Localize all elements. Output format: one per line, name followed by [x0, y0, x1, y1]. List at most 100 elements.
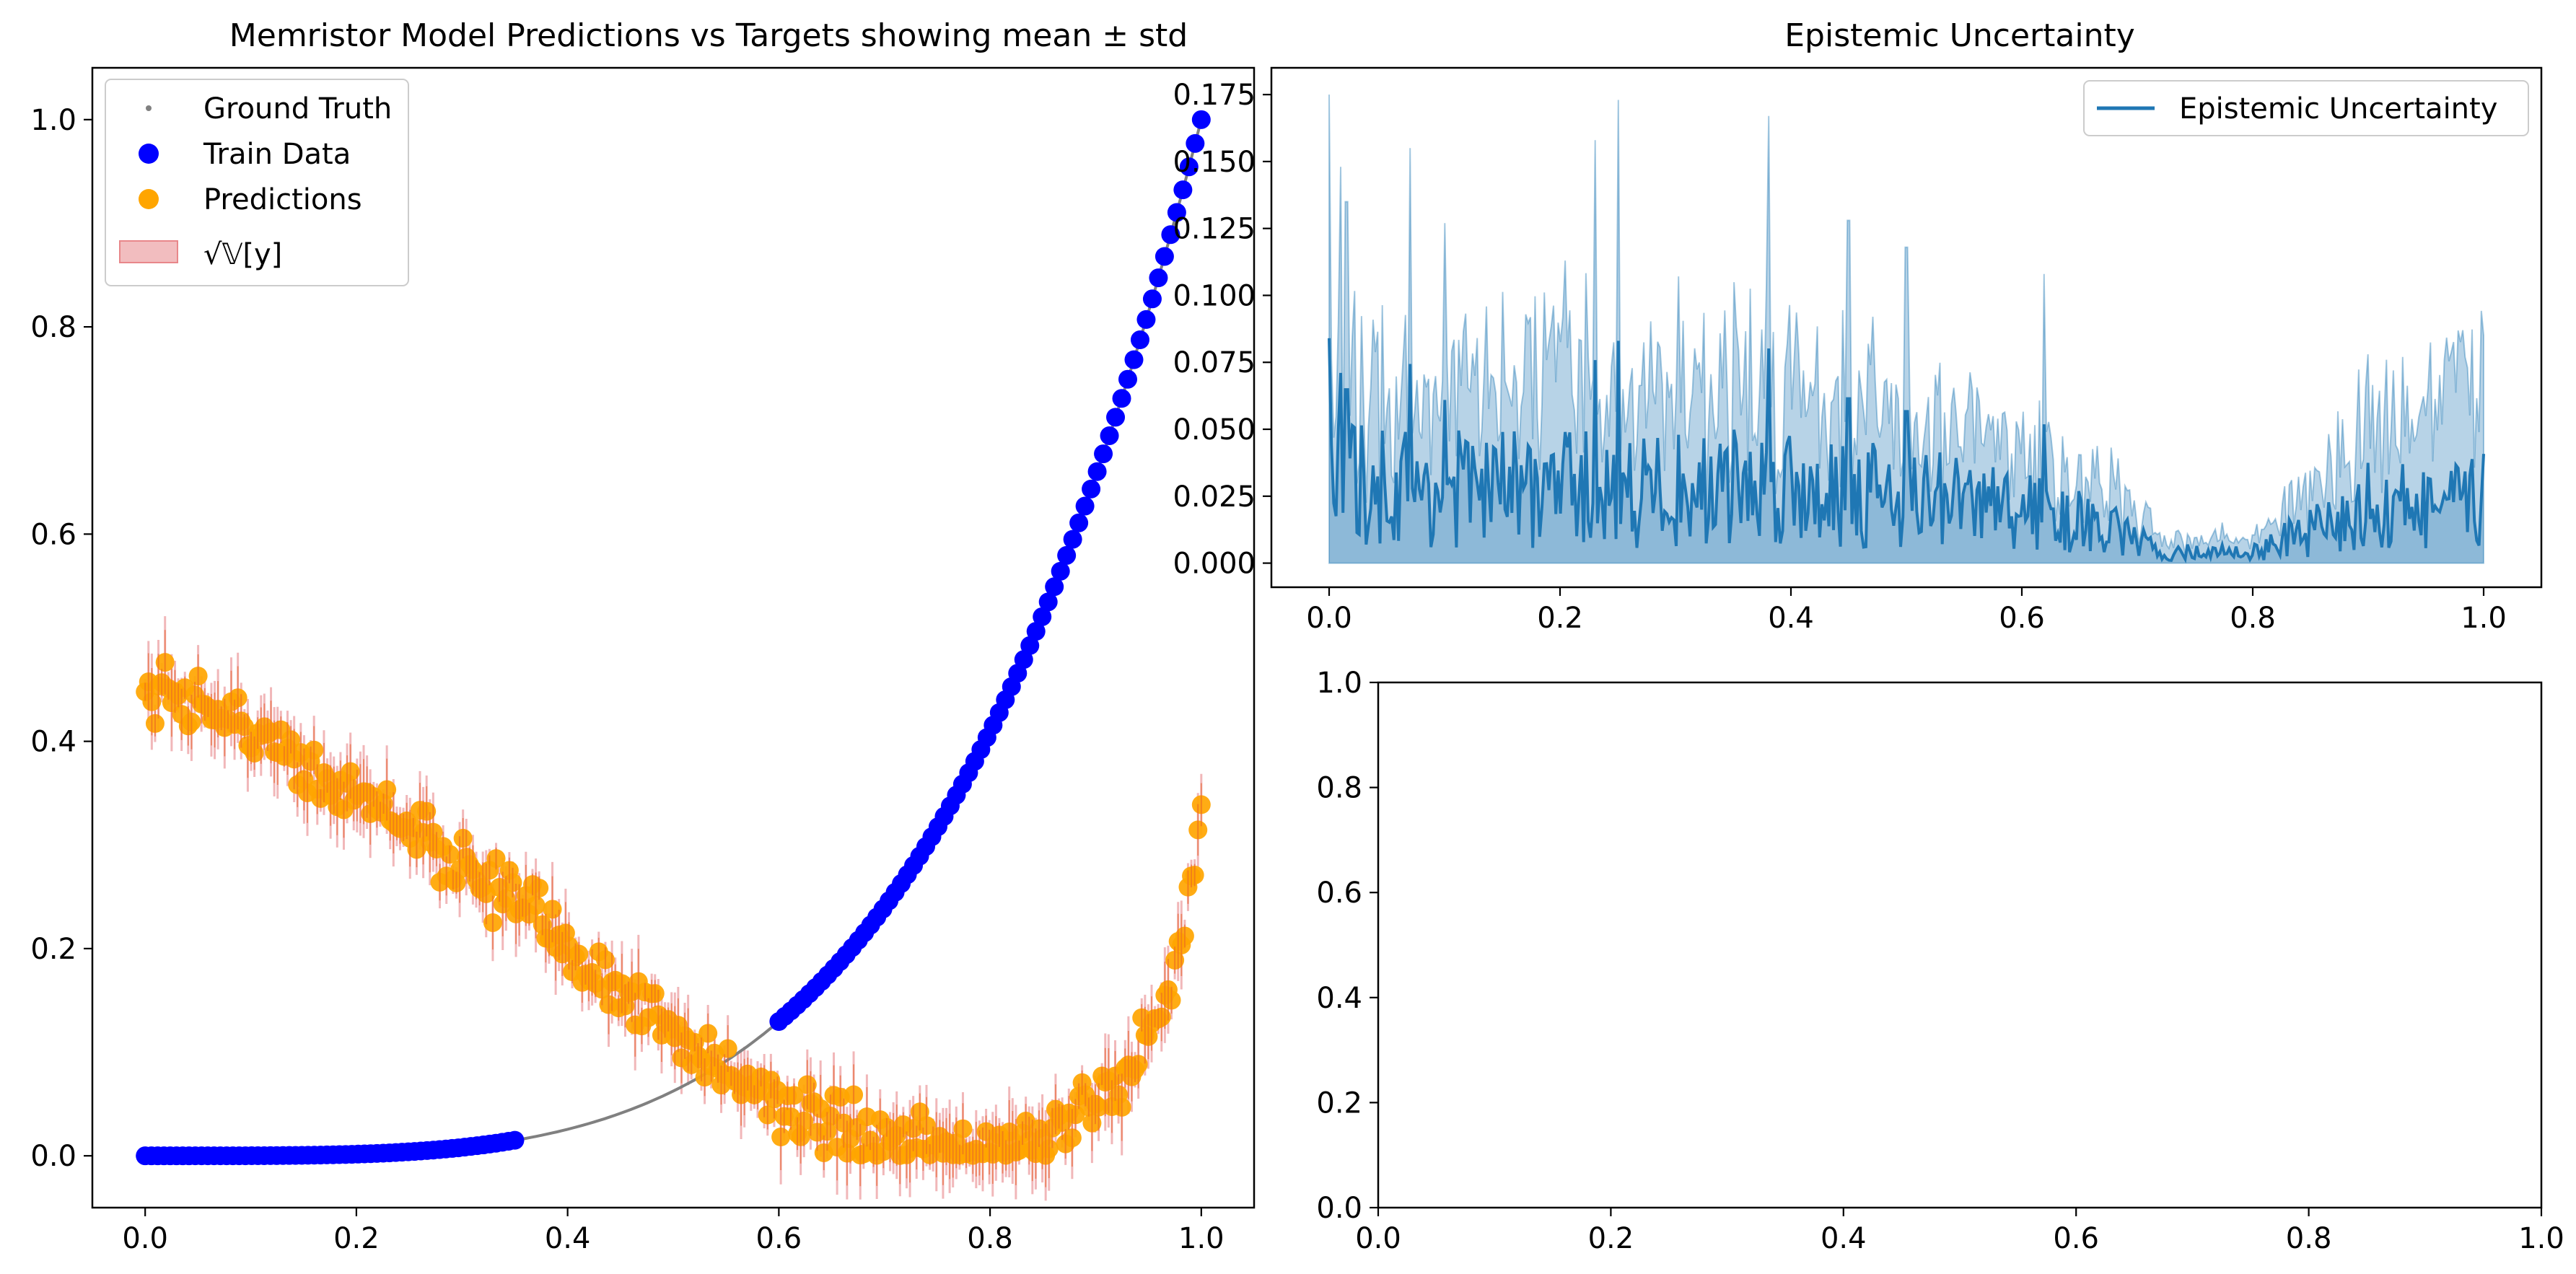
- predictions-legend-box: [105, 79, 409, 286]
- train-data-point: [1063, 530, 1082, 549]
- train-data-point: [1124, 350, 1144, 369]
- predictions-xtick-label: 0.2: [333, 1222, 380, 1255]
- epistemic-xtick-label: 0.2: [1537, 602, 1583, 635]
- legend-ground-truth-marker: [146, 105, 152, 111]
- train-data-point: [1020, 636, 1040, 655]
- epistemic-xtick-label: 1.0: [2461, 602, 2507, 635]
- empty-panel: 0.0 0.2 0.4 0.6 0.8 1.0 0.0 0.2 0.4 0.6 0.8 1.0: [1316, 667, 2564, 1255]
- train-data-point: [1173, 180, 1193, 200]
- legend-label: Train Data: [203, 138, 351, 171]
- epistemic-uncertainty-line: [1328, 338, 2485, 564]
- empty-xtick-label: 1.0: [2518, 1222, 2564, 1255]
- legend-label: √𝕍[y]: [203, 238, 282, 271]
- predictions-title: Memristor Model Predictions vs Targets s…: [229, 17, 1188, 54]
- predictions-xtick-label: 1.0: [1178, 1222, 1225, 1255]
- predictions-ytick-label: 0.0: [30, 1140, 76, 1173]
- empty-xtick-label: 0.6: [2053, 1222, 2099, 1255]
- train-data-point: [1094, 444, 1113, 464]
- predictions-axes: 0.0 0.2 0.4 0.6 0.8 1.0 0.0 0.2 0.4 0.6 0.8 1.0: [30, 66, 1256, 1255]
- predictions-frame: [91, 66, 1256, 1209]
- epistemic-frame: [1270, 66, 2543, 589]
- train-data-point: [1051, 561, 1070, 581]
- predictions-xtick-label: 0.6: [756, 1222, 802, 1255]
- train-data-point: [1149, 268, 1168, 288]
- epistemic-legend-label: Epistemic Uncertainty: [2179, 92, 2497, 126]
- train-data-group: [136, 110, 1211, 1166]
- train-data-point: [1045, 577, 1064, 597]
- epistemic-xtick-label: 0.0: [1306, 602, 1352, 635]
- epistemic-xtick-label: 0.8: [2230, 602, 2276, 635]
- epistemic-xtick-label: 0.6: [1999, 602, 2045, 635]
- epistemic-xtick-label: 0.4: [1768, 602, 1814, 635]
- epistemic-ytick-label: 0.025: [1173, 480, 1256, 514]
- empty-ytick-label: 0.6: [1316, 877, 1362, 910]
- train-data-point: [1136, 309, 1156, 329]
- predictions-legend: Ground Truth Train Data Predictions √𝕍[y]: [105, 79, 409, 286]
- epistemic-ytick-label: 0.100: [1173, 279, 1256, 312]
- train-data-point: [1186, 133, 1205, 153]
- train-data-point: [1191, 110, 1211, 129]
- epistemic-ytick-label: 0.125: [1173, 213, 1256, 246]
- predictions-ytick-label: 0.2: [30, 933, 76, 966]
- legend-circle-marker: [139, 189, 159, 209]
- train-data-point: [1075, 496, 1095, 516]
- train-data-point: [1167, 203, 1186, 222]
- train-data-point: [1057, 545, 1077, 565]
- legend-circle-marker: [139, 144, 159, 164]
- std-band-overlay-group: [144, 630, 1202, 1187]
- epistemic-ytick-label: 0.050: [1173, 413, 1256, 447]
- epistemic-ytick-label: 0.150: [1173, 146, 1256, 179]
- train-data-point: [1161, 225, 1180, 245]
- empty-xtick-label: 0.2: [1588, 1222, 1634, 1255]
- empty-ytick-label: 1.0: [1316, 667, 1362, 700]
- train-data-point: [1033, 607, 1052, 626]
- empty-xtick-label: 0.4: [1821, 1222, 1867, 1255]
- legend-label: Ground Truth: [203, 92, 392, 126]
- empty-ytick-label: 0.2: [1316, 1086, 1362, 1120]
- epistemic-legend-box: [2083, 80, 2529, 136]
- predictions-ytick-label: 0.6: [30, 518, 76, 551]
- epistemic-ytick-label: 0.000: [1173, 548, 1256, 581]
- epistemic-axes: 0.0 0.2 0.4 0.6 0.8 1.0 0.000 0.025 0.050 0.075 0.…: [1173, 66, 2543, 635]
- epistemic-panel: Epistemic Uncertainty 0.0 0.2 0.4 0.6 0.8 1.0…: [1173, 17, 2543, 635]
- epistemic-plot-area: [1328, 95, 2485, 564]
- train-data-point: [1069, 513, 1089, 532]
- train-data-point: [1087, 462, 1107, 481]
- predictions-xtick-label: 0.4: [545, 1222, 591, 1255]
- epistemic-title: Epistemic Uncertainty: [1784, 17, 2135, 54]
- predictions-panel: Memristor Model Predictions vs Targets s…: [30, 17, 1256, 1255]
- train-data-point: [1106, 408, 1126, 427]
- train-data-point: [1100, 426, 1119, 445]
- train-data-point: [1082, 479, 1101, 498]
- predictions-xtick-label: 0.0: [122, 1222, 168, 1255]
- train-data-point: [1118, 369, 1137, 389]
- empty-xtick-label: 0.0: [1355, 1222, 1401, 1255]
- empty-frame: [1377, 681, 2543, 1209]
- empty-axes: 0.0 0.2 0.4 0.6 0.8 1.0 0.0 0.2 0.4 0.6 0.8 1.0: [1316, 667, 2564, 1255]
- predictions-ytick-label: 1.0: [30, 104, 76, 137]
- predictions-ytick-label: 0.4: [30, 726, 76, 759]
- empty-ytick-label: 0.0: [1316, 1192, 1362, 1225]
- train-data-point: [505, 1130, 525, 1150]
- epistemic-ytick-label: 0.175: [1173, 79, 1256, 112]
- train-data-point: [1038, 592, 1058, 612]
- train-data-point: [1026, 622, 1046, 641]
- train-data-point: [1155, 247, 1174, 266]
- train-data-point: [1130, 330, 1149, 350]
- predictions-ytick-label: 0.8: [30, 311, 76, 344]
- predictions-plot-area: [136, 110, 1211, 1201]
- epistemic-legend: Epistemic Uncertainty: [2083, 80, 2529, 136]
- train-data-point: [1014, 650, 1033, 669]
- train-data-point: [1112, 389, 1131, 408]
- legend-label: Predictions: [203, 183, 362, 216]
- empty-xtick-label: 0.8: [2286, 1222, 2332, 1255]
- epistemic-ytick-label: 0.075: [1173, 346, 1256, 379]
- train-data-point: [1179, 157, 1199, 177]
- legend-band-marker: [119, 240, 178, 263]
- empty-ytick-label: 0.8: [1316, 772, 1362, 805]
- empty-ytick-label: 0.4: [1316, 982, 1362, 1015]
- predictions-xtick-label: 0.8: [967, 1222, 1013, 1255]
- train-data-point: [1142, 289, 1162, 309]
